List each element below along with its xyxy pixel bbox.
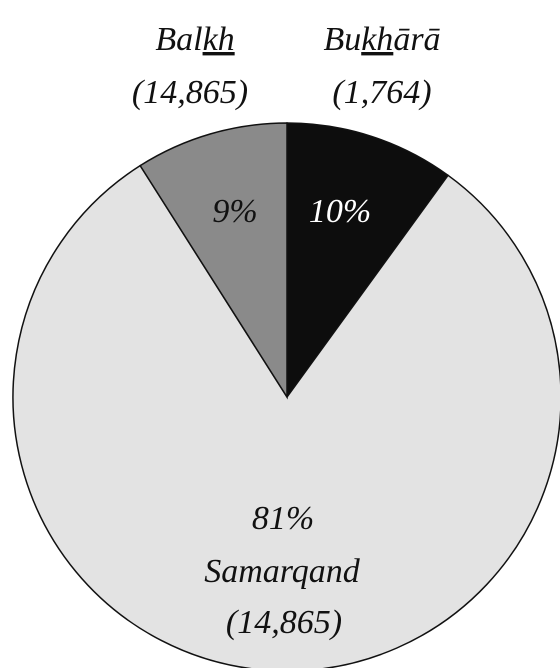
bukhara-name-label: Bukhārā <box>323 21 440 58</box>
pie-labels: Bukhārā (1,764) 10% Balkh (14,865) 9% 81… <box>132 21 441 641</box>
samarqand-percent-label: 81% <box>252 500 314 537</box>
pie-slices <box>12 122 560 668</box>
balkh-name-label: Balkh <box>155 21 234 58</box>
balkh-percent-label: 9% <box>212 193 257 230</box>
bukhara-percent-label: 10% <box>309 193 371 230</box>
balkh-count-label: (14,865) <box>132 74 248 111</box>
bukhara-count-label: (1,764) <box>332 74 431 111</box>
samarqand-count-label: (14,865) <box>226 604 342 641</box>
pie-slice-bukhara <box>286 122 450 400</box>
samarqand-name-label: Samarqand <box>204 553 361 590</box>
pie-slice-samarqand <box>12 164 560 668</box>
pie-slice-balkh <box>139 122 288 400</box>
